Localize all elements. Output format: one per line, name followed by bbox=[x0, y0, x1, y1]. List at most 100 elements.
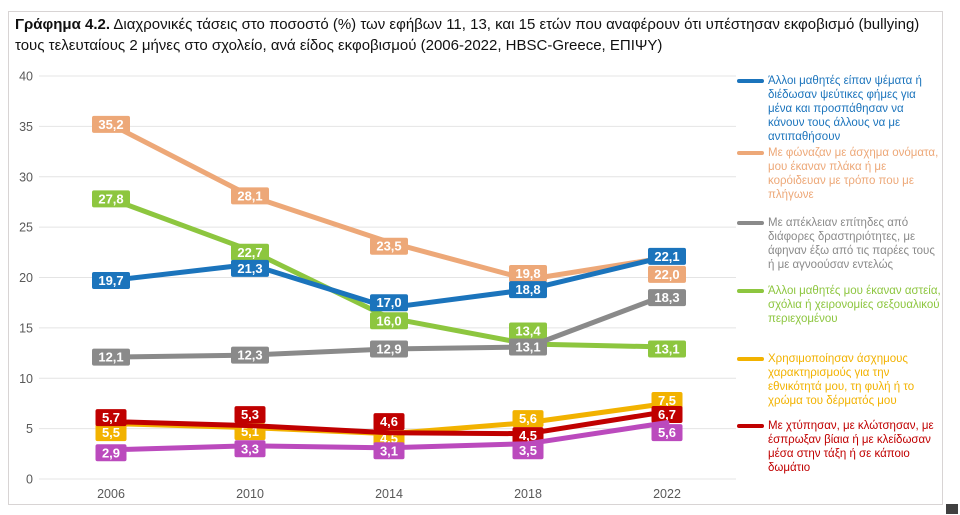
data-label bbox=[95, 444, 127, 462]
resize-handle-icon[interactable] bbox=[946, 504, 958, 514]
data-label bbox=[370, 294, 408, 312]
chart-title-number: Γράφημα 4.2. bbox=[15, 16, 110, 33]
data-label bbox=[95, 424, 127, 442]
data-label-value: 19,8 bbox=[515, 266, 540, 281]
data-label-value: 5,6 bbox=[519, 411, 537, 426]
data-label-value: 3,3 bbox=[241, 441, 259, 456]
data-label-value: 12,3 bbox=[237, 348, 262, 363]
x-tick-label: 2010 bbox=[236, 487, 264, 501]
data-label bbox=[373, 442, 405, 460]
data-label bbox=[509, 281, 547, 299]
legend-item: Με χτύπησαν, με κλώτσησαν, με έσπρωξαν β… bbox=[737, 419, 941, 475]
data-label bbox=[509, 338, 547, 356]
legend-item: Χρησιμοποίησαν άσχημους χαρακτηρισμούς γ… bbox=[737, 352, 941, 408]
data-label-value: 4,5 bbox=[519, 428, 537, 443]
legend-label: Με χτύπησαν, με κλώτσησαν, με έσπρωξαν β… bbox=[768, 420, 934, 474]
data-label-value: 23,5 bbox=[376, 239, 401, 254]
x-tick-label: 2018 bbox=[514, 487, 542, 501]
data-label bbox=[648, 289, 686, 307]
data-label bbox=[651, 424, 683, 442]
data-label bbox=[92, 190, 130, 208]
data-label-value: 6,7 bbox=[658, 407, 676, 422]
data-label bbox=[231, 259, 269, 277]
data-label-value: 5,6 bbox=[658, 425, 676, 440]
data-label-value: 18,8 bbox=[515, 282, 540, 297]
y-tick-label: 35 bbox=[19, 120, 33, 134]
data-label-value: 35,2 bbox=[98, 117, 123, 132]
data-label-value: 22,7 bbox=[237, 245, 262, 260]
data-label bbox=[373, 413, 405, 431]
y-tick-label: 30 bbox=[19, 170, 33, 184]
data-label-value: 22,0 bbox=[654, 267, 679, 282]
chart-frame: 0 5 10 15 20 25 30 35 40 2006 2010 2014 2018 2022 35,2… bbox=[8, 11, 943, 505]
x-tick-label: 2022 bbox=[653, 487, 681, 501]
series-line bbox=[108, 121, 670, 282]
data-label bbox=[512, 427, 544, 445]
data-label-value: 3,5 bbox=[519, 443, 537, 458]
chart-title-text: Διαχρονικές τάσεις στο ποσοστό (%) των ε… bbox=[15, 16, 920, 54]
x-tick-label: 2006 bbox=[97, 487, 125, 501]
legend-label: Άλλοι μαθητές μου έκαναν αστεία, σχόλια … bbox=[768, 285, 941, 325]
y-tick-label: 5 bbox=[26, 422, 33, 436]
chart-title: Γράφημα 4.2. Διαχρονικές τάσεις στο ποσο… bbox=[15, 14, 931, 56]
y-tick-label: 15 bbox=[19, 321, 33, 335]
legend-label: Χρησιμοποίησαν άσχημους χαρακτηρισμούς γ… bbox=[768, 353, 915, 407]
data-label-value: 5,5 bbox=[102, 425, 120, 440]
data-label-value: 13,4 bbox=[515, 323, 541, 338]
data-label bbox=[512, 442, 544, 460]
legend-item: Άλλοι μαθητές μου έκαναν αστεία, σχόλια … bbox=[737, 284, 941, 326]
data-label bbox=[370, 312, 408, 330]
legend-label: Άλλοι μαθητές είπαν ψέματα ή διέδωσαν ψε… bbox=[768, 75, 922, 143]
data-label-value: 21,3 bbox=[237, 261, 262, 276]
data-label-value: 12,1 bbox=[98, 350, 123, 365]
legend: Άλλοι μαθητές είπαν ψέματα ή διέδωσαν ψε… bbox=[737, 74, 941, 487]
data-label bbox=[231, 187, 269, 205]
data-label-value: 2,9 bbox=[102, 445, 120, 460]
legend-swatch-icon bbox=[737, 424, 764, 428]
data-label bbox=[234, 406, 266, 424]
data-label bbox=[512, 410, 544, 428]
data-label-value: 13,1 bbox=[654, 342, 679, 357]
data-label bbox=[648, 265, 686, 283]
data-label-value: 22,1 bbox=[654, 249, 679, 264]
y-tick-label: 10 bbox=[19, 372, 33, 386]
data-label-value: 19,7 bbox=[98, 273, 123, 288]
data-label bbox=[651, 391, 683, 409]
legend-item: Με φώναζαν με άσχημα ονόματα, μου έκαναν… bbox=[737, 146, 941, 202]
data-label-value: 28,1 bbox=[237, 188, 262, 203]
data-label-value: 7,5 bbox=[658, 393, 676, 408]
data-label bbox=[509, 322, 547, 340]
data-label bbox=[95, 409, 127, 427]
data-label bbox=[370, 340, 408, 358]
legend-item: Με απέκλειαν επίτηδες από διάφορες δραστ… bbox=[737, 216, 941, 272]
y-tick-label: 20 bbox=[19, 271, 33, 285]
data-label-value: 17,0 bbox=[376, 295, 401, 310]
data-label-value: 27,8 bbox=[98, 191, 123, 206]
y-tick-label: 40 bbox=[19, 70, 33, 84]
legend-label: Με φώναζαν με άσχημα ονόματα, μου έκαναν… bbox=[768, 147, 939, 201]
series-line bbox=[108, 409, 670, 437]
legend-swatch-icon bbox=[737, 79, 764, 83]
data-label bbox=[92, 115, 130, 133]
data-label-value: 3,1 bbox=[380, 443, 398, 458]
data-label bbox=[231, 346, 269, 364]
data-label bbox=[370, 237, 408, 255]
data-label bbox=[648, 247, 686, 265]
legend-swatch-icon bbox=[737, 221, 764, 225]
legend-item: Άλλοι μαθητές είπαν ψέματα ή διέδωσαν ψε… bbox=[737, 74, 941, 144]
data-label-value: 5,3 bbox=[241, 407, 259, 422]
data-label bbox=[509, 265, 547, 283]
data-label-value: 12,9 bbox=[376, 342, 401, 357]
legend-swatch-icon bbox=[737, 357, 764, 361]
x-tick-label: 2014 bbox=[375, 487, 403, 501]
y-tick-label: 0 bbox=[26, 473, 33, 487]
legend-swatch-icon bbox=[737, 151, 764, 155]
data-label bbox=[92, 348, 130, 366]
data-label bbox=[92, 272, 130, 290]
data-label-value: 13,1 bbox=[515, 340, 540, 355]
legend-swatch-icon bbox=[737, 289, 764, 293]
data-label bbox=[234, 440, 266, 458]
plot-svg: 0 5 10 15 20 25 30 35 40 2006 2010 2014 2018 2022 35,2… bbox=[19, 70, 736, 501]
data-label-value: 5,7 bbox=[102, 410, 120, 425]
